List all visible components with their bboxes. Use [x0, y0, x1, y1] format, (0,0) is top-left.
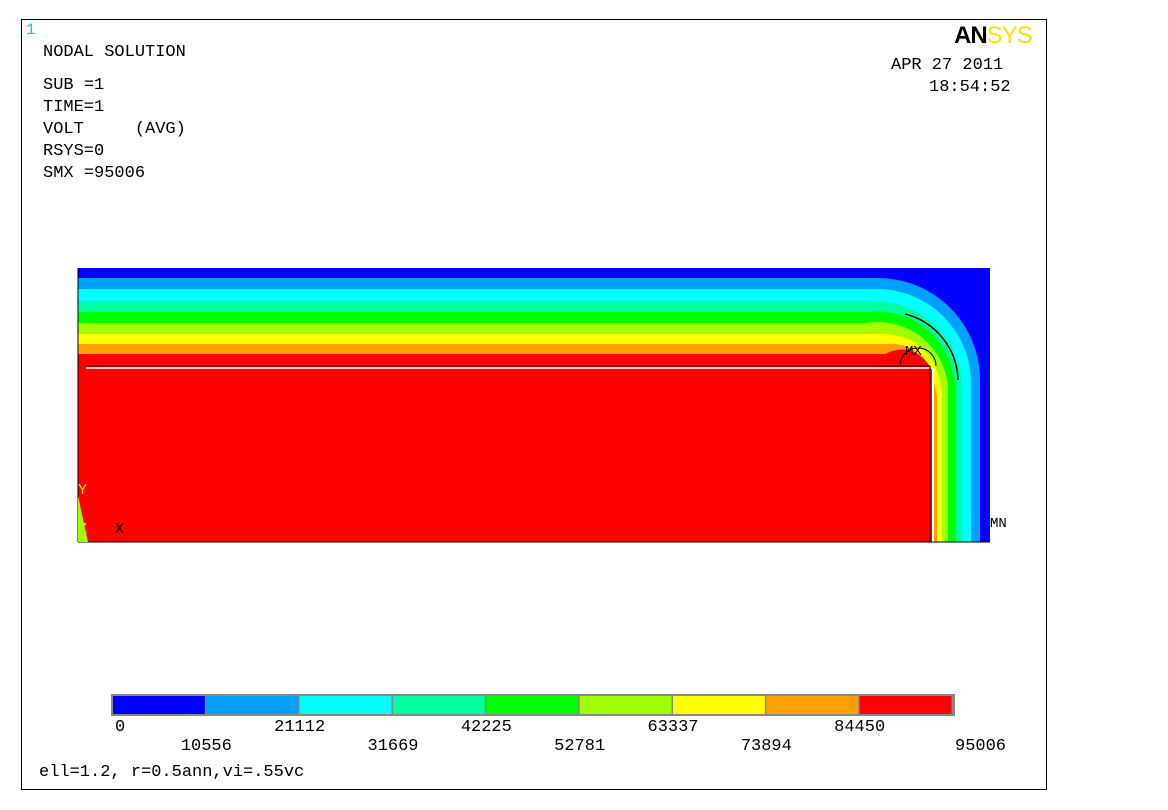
axis-z-label: Z: [78, 521, 88, 538]
min-marker: MN: [990, 516, 1007, 532]
info-line-time: TIME=1: [43, 98, 105, 117]
legend-colorbar: [111, 694, 955, 716]
legend-swatch-0: [113, 696, 205, 714]
legend-tick-label-top: 21112: [274, 718, 326, 737]
legend-tick-label-bottom: 52781: [554, 737, 606, 756]
max-marker: MX: [905, 344, 922, 360]
legend-tick-label-top: 0: [115, 718, 126, 737]
legend-swatch-6: [673, 696, 765, 714]
legend-swatch-4: [486, 696, 579, 714]
info-line-rsys: RSYS=0: [43, 142, 105, 161]
axis-triad-wedge: [78, 496, 88, 542]
shield-arc: [904, 313, 959, 381]
axis-y-label: Y: [78, 482, 88, 499]
max-arc: [899, 347, 937, 367]
info-line-volt: VOLT (AVG): [43, 120, 186, 139]
legend-swatch-7: [766, 696, 859, 714]
window-number: 1: [26, 21, 36, 39]
time-label: 18:54:52: [929, 78, 1011, 97]
plot-frame: [21, 19, 1047, 790]
legend-tick-label-bottom: 95006: [955, 737, 1007, 756]
legend-tick-label-top: 84450: [834, 718, 886, 737]
footer-caption: ell=1.2, r=0.5ann,vi=.55vc: [39, 763, 305, 782]
info-line-sub: SUB =1: [43, 76, 105, 95]
legend-tick-label-bottom: 10556: [180, 737, 232, 756]
legend-tick-label-top: 63337: [647, 718, 699, 737]
legend-swatch-8: [859, 696, 952, 714]
legend-swatch-3: [393, 696, 485, 714]
band-red: [78, 349, 932, 542]
axis-x-label: X: [115, 521, 125, 538]
logo-part2: SYS: [986, 22, 1033, 49]
info-line-smx: SMX =95006: [43, 164, 146, 183]
legend-tick-label-bottom: 73894: [740, 737, 792, 756]
contour-bands: [78, 268, 990, 542]
legend-swatch-1: [206, 696, 299, 714]
plot-title: NODAL SOLUTION: [43, 43, 186, 62]
geometry-lines: [77, 268, 990, 543]
logo-part1: AN: [954, 22, 988, 49]
ansys-logo: ANSYS: [954, 22, 1033, 50]
legend-tick-label-bottom: 31669: [367, 737, 419, 756]
date-label: APR 27 2011: [891, 56, 1004, 75]
legend-tick-label-top: 42225: [460, 718, 512, 737]
legend-swatch-5: [579, 696, 672, 714]
legend-swatch-2: [299, 696, 392, 714]
